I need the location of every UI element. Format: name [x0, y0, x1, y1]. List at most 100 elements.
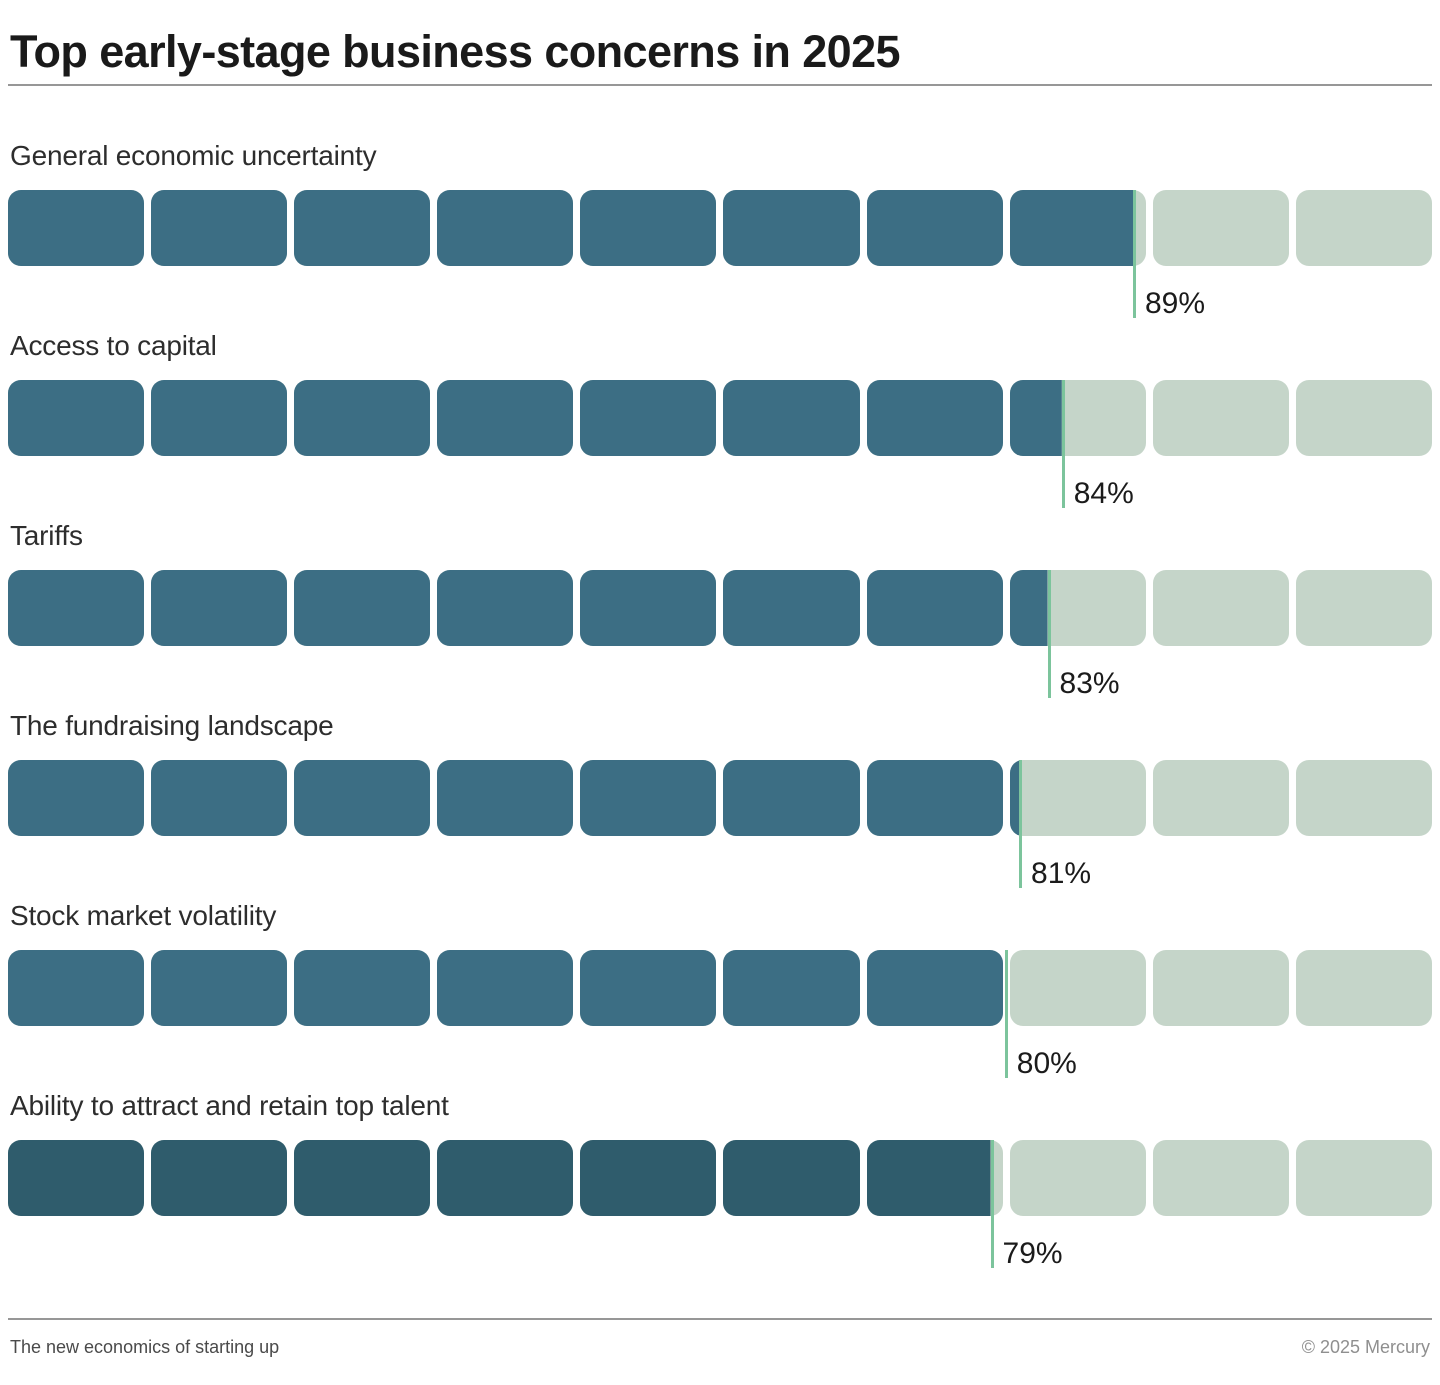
fill-segment [437, 190, 574, 266]
bar-fill [8, 1140, 991, 1216]
value-marker-line [1019, 760, 1023, 888]
fill-segment [151, 1140, 288, 1216]
fill-segment [866, 570, 1003, 646]
fill-segment [437, 760, 574, 836]
value-marker-line [1132, 190, 1136, 318]
track-segment [1152, 760, 1289, 836]
concern-label: Access to capital [10, 330, 217, 361]
value-marker-line [1047, 570, 1051, 698]
fill-segment [8, 570, 145, 646]
fill-segment [437, 570, 574, 646]
fill-segment [294, 570, 431, 646]
fill-segment [294, 190, 431, 266]
title-divider [8, 84, 1432, 86]
concern-label: The fundraising landscape [10, 710, 334, 741]
fill-segment [437, 950, 574, 1026]
fill-segment [580, 570, 717, 646]
fill-segment [437, 380, 574, 456]
footer: The new economics of starting up © 2025 … [8, 1336, 1432, 1358]
track-segment [1009, 760, 1146, 836]
fill-segment [151, 570, 288, 646]
segmented-bar: 79% [8, 1140, 1432, 1270]
fill-segment [723, 380, 860, 456]
fill-segment [723, 570, 860, 646]
concern-label: Stock market volatility [10, 900, 277, 931]
fill-segment [151, 950, 288, 1026]
bar-fill [8, 760, 1020, 836]
track-segment [1009, 950, 1146, 1026]
value-label: 81% [1031, 857, 1092, 890]
value-label: 84% [1073, 477, 1134, 510]
track-segment [1295, 950, 1432, 1026]
fill-segment [723, 760, 860, 836]
fill-segment [723, 1140, 860, 1216]
fill-segment [437, 1140, 574, 1216]
track-segment [1295, 1140, 1432, 1216]
fill-segment [294, 950, 431, 1026]
fill-segment [8, 1140, 145, 1216]
track-segment [1295, 380, 1432, 456]
fill-segment [580, 380, 717, 456]
value-label: 80% [1016, 1047, 1077, 1080]
footer-right-text: © 2025 Mercury [1301, 1337, 1430, 1357]
fill-segment [151, 380, 288, 456]
value-label: 79% [1002, 1237, 1063, 1270]
fill-segment [151, 760, 288, 836]
segmented-bar: 89% [8, 190, 1432, 320]
fill-segment [294, 380, 431, 456]
bar-fill [8, 380, 1062, 456]
value-marker-line [1004, 950, 1008, 1078]
fill-segment [1009, 380, 1062, 456]
fill-segment [866, 380, 1003, 456]
concern-row: General economic uncertainty 89% [8, 139, 1432, 329]
footer-left-text: The new economics of starting up [10, 1337, 280, 1357]
concern-label: Ability to attract and retain top talent [10, 1090, 449, 1121]
track-segment [1152, 190, 1289, 266]
bar-fill [8, 950, 1005, 1026]
track-segment [1295, 760, 1432, 836]
concern-row: Tariffs 83% [8, 519, 1432, 709]
fill-segment [1009, 570, 1048, 646]
track-segment [1295, 570, 1432, 646]
fill-segment [866, 190, 1003, 266]
fill-segment [1009, 190, 1133, 266]
fill-segment [866, 760, 1003, 836]
fill-segment [580, 950, 717, 1026]
concern-row: Access to capital 84% [8, 329, 1432, 519]
fill-segment [8, 760, 145, 836]
concern-row: Ability to attract and retain top talent… [8, 1089, 1432, 1279]
value-label: 83% [1059, 667, 1120, 700]
fill-segment [1009, 760, 1020, 836]
fill-segment [866, 1140, 991, 1216]
segmented-bar: 84% [8, 380, 1432, 510]
track-segment [1009, 1140, 1146, 1216]
fill-segment [8, 380, 145, 456]
segmented-bar: 83% [8, 570, 1432, 700]
bar-fill [8, 190, 1133, 266]
track-segment [1152, 570, 1289, 646]
fill-segment [580, 190, 717, 266]
page-title: Top early-stage business concerns in 202… [10, 26, 901, 77]
fill-segment [294, 760, 431, 836]
bar-fill [8, 570, 1048, 646]
value-marker-line [1061, 380, 1065, 508]
value-label: 89% [1144, 287, 1205, 320]
track-segment [1295, 190, 1432, 266]
segmented-bar: 80% [8, 950, 1432, 1080]
fill-segment [580, 1140, 717, 1216]
fill-segment [866, 950, 1003, 1026]
concern-label: Tariffs [10, 520, 83, 551]
fill-segment [8, 190, 145, 266]
fill-segment [723, 950, 860, 1026]
concern-row: Stock market volatility 80% [8, 899, 1432, 1089]
fill-segment [151, 190, 288, 266]
fill-segment [8, 950, 145, 1026]
fill-segment [580, 760, 717, 836]
value-marker-line [990, 1140, 994, 1268]
concern-label: General economic uncertainty [10, 140, 377, 171]
bar-chart: General economic uncertainty 89% Access to… [8, 139, 1432, 1279]
fill-segment [294, 1140, 431, 1216]
track-segment [1152, 1140, 1289, 1216]
segmented-bar: 81% [8, 760, 1432, 890]
